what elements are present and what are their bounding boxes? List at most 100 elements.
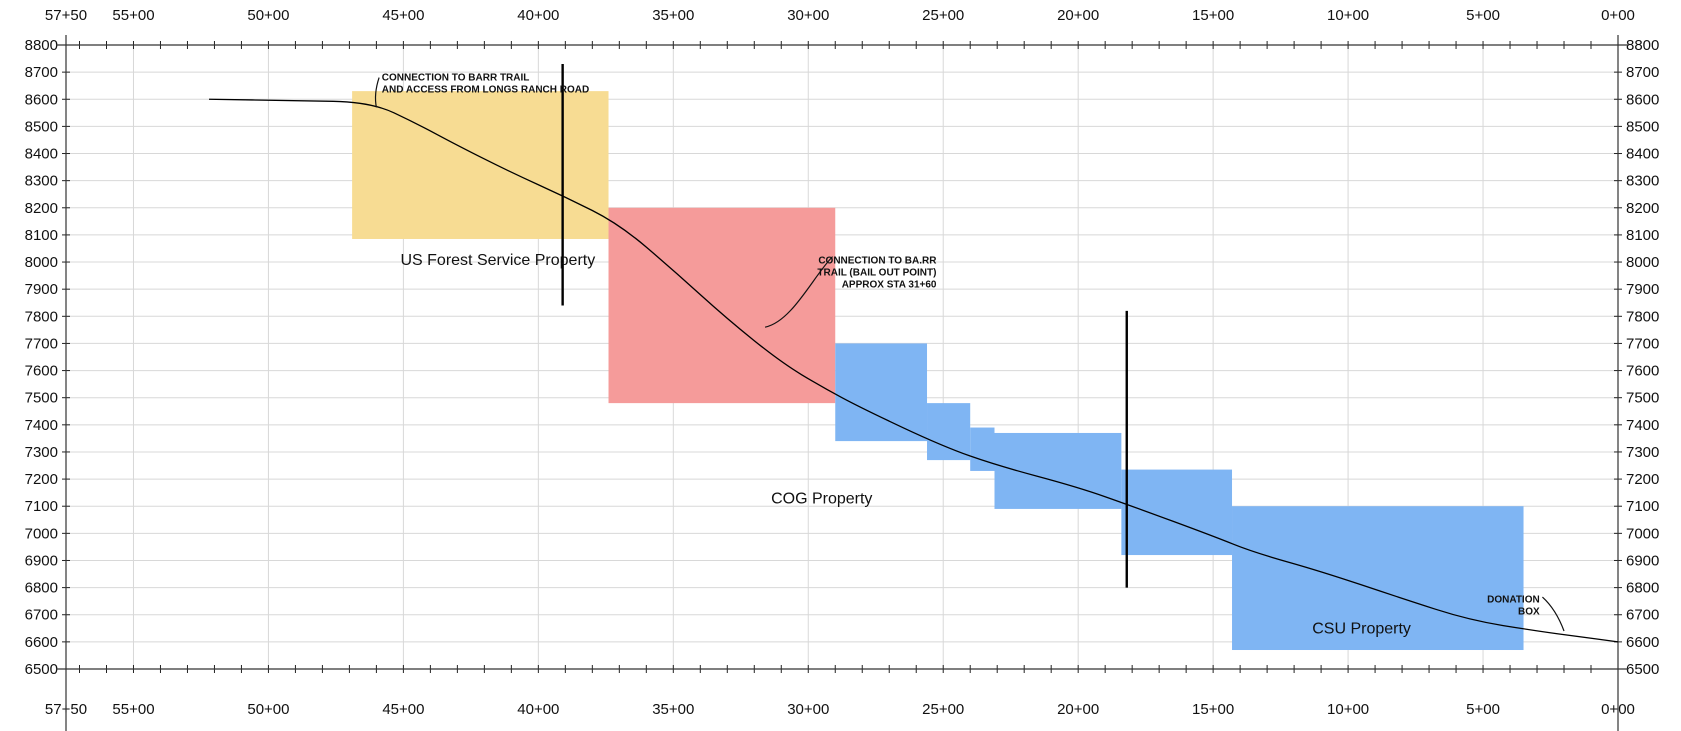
y-tick-label-right: 6600: [1626, 634, 1659, 651]
y-tick-label-left: 8600: [25, 91, 58, 108]
y-tick-label-left: 7100: [25, 498, 58, 515]
annotation-text: TRAIL (BAIL OUT POINT): [817, 267, 936, 278]
y-tick-label-left: 8000: [25, 254, 58, 271]
profile-line: [209, 98, 1619, 643]
y-tick-label-right: 7800: [1626, 308, 1659, 325]
x-tick-label-top: 30+00: [787, 7, 829, 24]
y-tick-label-right: 7100: [1626, 498, 1659, 515]
y-tick-label-left: 8800: [25, 37, 58, 54]
y-tick-label-left: 6600: [25, 634, 58, 651]
x-tick-label-top: 20+00: [1057, 7, 1099, 24]
x-tick-label-bottom: 10+00: [1327, 701, 1369, 718]
x-tick-label-top: 57+50: [45, 7, 87, 24]
annotation-text: APPROX STA 31+60: [842, 279, 937, 290]
property-region: [835, 343, 928, 442]
x-tick-label-top: 50+00: [247, 7, 289, 24]
y-tick-label-left: 7600: [25, 363, 58, 380]
x-tick-label-bottom: 55+00: [112, 701, 154, 718]
property-region: [927, 403, 971, 461]
annotation-text: CONNECTION TO BA.RR: [818, 255, 937, 266]
y-tick-label-right: 6700: [1626, 607, 1659, 624]
y-tick-label-right: 6500: [1626, 661, 1659, 678]
y-tick-label-right: 8800: [1626, 37, 1659, 54]
y-tick-label-left: 6900: [25, 552, 58, 569]
x-tick-label-top: 10+00: [1327, 7, 1369, 24]
property-region: [352, 91, 609, 239]
property-label: COG Property: [771, 491, 872, 508]
y-tick-label-left: 7700: [25, 335, 58, 352]
x-tick-label-bottom: 25+00: [922, 701, 964, 718]
y-tick-label-right: 8600: [1626, 91, 1659, 108]
annotation-text: DONATION: [1487, 595, 1540, 606]
x-tick-label-top: 55+00: [112, 7, 154, 24]
x-tick-label-top: 15+00: [1192, 7, 1234, 24]
property-region: [608, 207, 836, 404]
x-tick-label-top: 35+00: [652, 7, 694, 24]
property-label: US Forest Service Property: [400, 252, 595, 269]
y-tick-label-right: 8400: [1626, 146, 1659, 163]
y-tick-label-right: 7600: [1626, 363, 1659, 380]
y-tick-label-left: 7500: [25, 390, 58, 407]
y-tick-label-right: 7000: [1626, 525, 1659, 542]
annotation-text: AND ACCESS FROM LONGS RANCH ROAD: [382, 84, 589, 95]
y-tick-label-left: 6700: [25, 607, 58, 624]
y-tick-label-right: 7200: [1626, 471, 1659, 488]
x-tick-label-bottom: 35+00: [652, 701, 694, 718]
y-tick-label-right: 8100: [1626, 227, 1659, 244]
annotation-leader: [1542, 596, 1565, 632]
y-tick-label-left: 8700: [25, 64, 58, 81]
x-tick-label-bottom: 50+00: [247, 701, 289, 718]
x-tick-label-top: 0+00: [1601, 7, 1635, 24]
property-regions: [352, 91, 1524, 651]
y-tick-label-right: 6800: [1626, 580, 1659, 597]
y-tick-label-right: 8300: [1626, 173, 1659, 190]
y-tick-label-right: 7500: [1626, 390, 1659, 407]
x-tick-label-bottom: 45+00: [382, 701, 424, 718]
y-tick-label-right: 8500: [1626, 118, 1659, 135]
x-tick-label-bottom: 15+00: [1192, 701, 1234, 718]
x-tick-label-top: 45+00: [382, 7, 424, 24]
property-region: [970, 427, 995, 471]
property-label: CSU Property: [1312, 621, 1411, 638]
y-tick-label-right: 6900: [1626, 552, 1659, 569]
y-tick-label-right: 8200: [1626, 200, 1659, 217]
y-tick-label-left: 7300: [25, 444, 58, 461]
y-tick-label-left: 8300: [25, 173, 58, 190]
x-tick-label-bottom: 30+00: [787, 701, 829, 718]
y-tick-label-left: 6800: [25, 580, 58, 597]
property-labels: US Forest Service Property COG Property CS…: [400, 252, 1410, 638]
property-region: [994, 432, 1122, 509]
annotation-text: CONNECTION TO BARR TRAIL: [382, 72, 530, 83]
x-tick-label-top: 5+00: [1466, 7, 1500, 24]
y-tick-label-left: 8100: [25, 227, 58, 244]
x-tick-label-top: 40+00: [517, 7, 559, 24]
x-tick-label-top: 25+00: [922, 7, 964, 24]
x-tick-label-bottom: 5+00: [1466, 701, 1500, 718]
x-tick-label-bottom: 20+00: [1057, 701, 1099, 718]
y-tick-label-left: 6500: [25, 661, 58, 678]
annotation-leader: [374, 77, 380, 108]
x-tick-label-bottom: 40+00: [517, 701, 559, 718]
boundary-lines: [561, 63, 1128, 588]
property-region: [1121, 469, 1233, 556]
y-tick-label-right: 7400: [1626, 417, 1659, 434]
annotation-leader: [764, 256, 833, 328]
y-tick-label-left: 8400: [25, 146, 58, 163]
y-tick-label-right: 7900: [1626, 281, 1659, 298]
property-region: [1232, 506, 1524, 651]
axes: 8800 8800 8700 8700 8600 8600 8500 8500 8400 8400…: [25, 7, 1659, 731]
series-layer: [209, 98, 1619, 643]
y-tick-label-left: 8500: [25, 118, 58, 135]
y-tick-label-left: 7000: [25, 525, 58, 542]
y-tick-label-left: 8200: [25, 200, 58, 217]
y-tick-label-right: 7700: [1626, 335, 1659, 352]
y-tick-label-left: 7900: [25, 281, 58, 298]
y-tick-label-left: 7800: [25, 308, 58, 325]
annotation-text: BOX: [1518, 607, 1540, 618]
y-tick-label-right: 7300: [1626, 444, 1659, 461]
y-tick-label-left: 7200: [25, 471, 58, 488]
y-tick-label-right: 8000: [1626, 254, 1659, 271]
y-tick-label-right: 8700: [1626, 64, 1659, 81]
